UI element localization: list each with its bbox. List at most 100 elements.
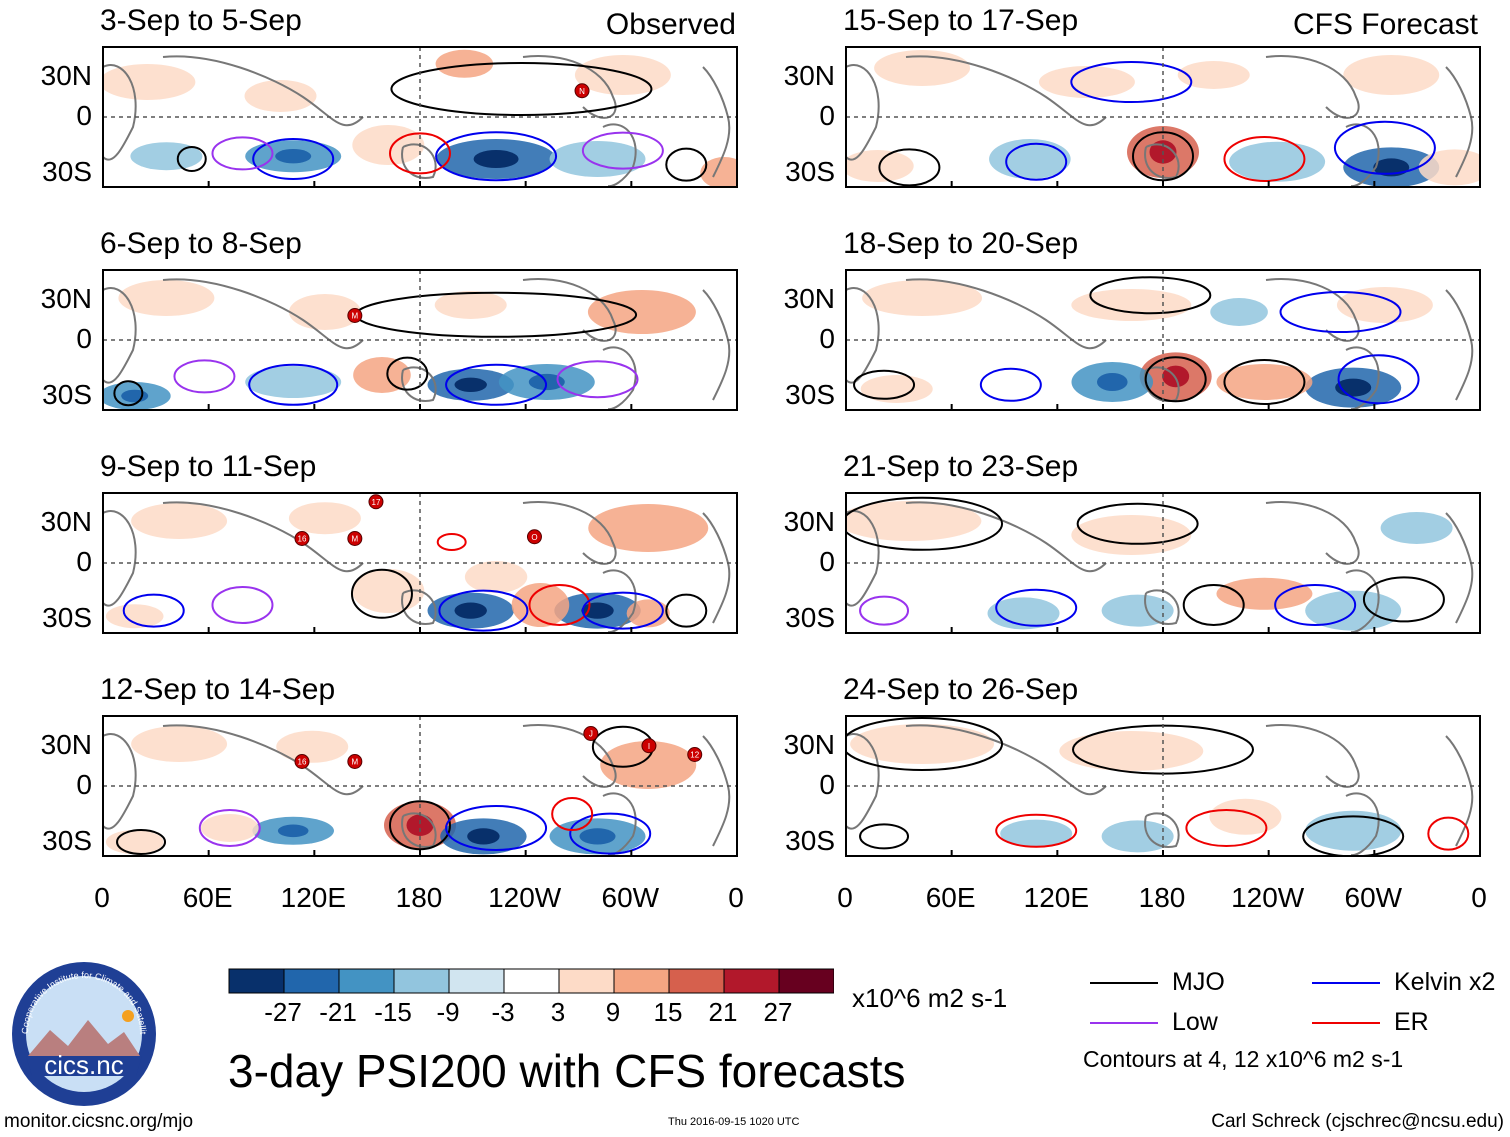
colorbar-segment <box>613 968 670 994</box>
psi-anomaly-shade <box>1343 55 1440 95</box>
coastline <box>905 278 1107 350</box>
lon-tick-label: 0 <box>94 882 110 913</box>
logo-text: cics.nc <box>44 1050 123 1080</box>
contour-line <box>173 359 236 394</box>
coastline <box>905 724 1107 796</box>
colorbar-segment <box>393 968 450 994</box>
psi-anomaly-shade <box>1305 810 1402 851</box>
lat-tick-label: 0 <box>76 769 92 800</box>
contour-line <box>995 588 1078 627</box>
map-panel: N <box>102 46 738 188</box>
psi-anomaly-shade <box>353 357 411 393</box>
lon-tick-label: 180 <box>395 882 443 913</box>
panel-title: 24-Sep to 26-Sep <box>843 673 1079 706</box>
psi-anomaly-shade <box>464 561 528 593</box>
colorbar-tick-label: -3 <box>491 997 515 1027</box>
storm-marker: N <box>574 83 590 99</box>
psi-anomaly-shade <box>276 730 349 763</box>
storm-marker: M <box>347 754 363 769</box>
coastline <box>102 64 137 161</box>
colorbar-tick-label: 3 <box>550 997 566 1027</box>
contour-line <box>1089 276 1212 315</box>
lat-tick-label: 0 <box>76 323 92 354</box>
coastline <box>102 510 137 607</box>
contour-line <box>211 586 274 624</box>
colorbar-segment <box>228 968 285 994</box>
storm-marker: O <box>526 529 542 545</box>
contour-line <box>122 593 185 628</box>
psi-anomaly-shade <box>105 830 164 854</box>
contour-line <box>1070 61 1193 103</box>
contour-line <box>1185 809 1268 847</box>
map-panel: 17 16 M O <box>102 492 738 634</box>
psi-anomaly-shade <box>131 726 228 762</box>
psi-anomaly-core <box>579 828 616 845</box>
map-panel <box>845 46 1481 188</box>
storm-marker: I <box>641 738 657 754</box>
contour-line <box>1337 354 1420 405</box>
panel-title: 6-Sep to 8-Sep <box>100 227 302 260</box>
contour-line <box>528 584 591 626</box>
lat-tick-label: 30N <box>783 283 835 314</box>
psi-anomaly-shade <box>700 157 738 188</box>
lon-tick-label: 0 <box>1471 882 1487 913</box>
psi-anomaly-shade <box>1380 512 1453 544</box>
contour-line <box>581 131 664 170</box>
panel-title: 15-Sep to 17-Sep <box>843 4 1079 37</box>
psi-anomaly-shade <box>1210 298 1268 326</box>
contour-line <box>845 496 1004 551</box>
lat-tick-label: 30S <box>42 156 92 187</box>
lon-tick-label: 60E <box>925 882 976 913</box>
contour-line <box>445 363 548 406</box>
psi-anomaly-shade <box>987 597 1060 630</box>
storm-label: 16 <box>298 535 307 544</box>
contour-line <box>176 146 207 172</box>
contour-line <box>445 805 548 851</box>
coastline <box>845 510 880 607</box>
footer-timestamp: Thu 2016-09-15 1020 UTC <box>668 1116 800 1128</box>
coastline <box>845 733 880 830</box>
coastline <box>1345 569 1380 634</box>
footer-url[interactable]: monitor.cicsnc.org/mjo <box>4 1111 194 1132</box>
psi-anomaly-shade <box>1216 364 1313 400</box>
psi-anomaly-shade <box>860 375 933 403</box>
panel-title: 21-Sep to 23-Sep <box>843 450 1079 483</box>
contour-line <box>845 717 1004 771</box>
storm-marker: 16 <box>294 531 310 546</box>
psi-anomaly-shade <box>201 814 259 842</box>
psi-anomaly-shade <box>1071 289 1192 321</box>
psi-anomaly-core <box>454 602 487 619</box>
psi-anomaly-shade <box>244 80 317 112</box>
coastline <box>401 143 437 179</box>
storm-label: N <box>579 87 585 96</box>
colorbar-segment <box>558 968 615 994</box>
coastline <box>905 55 1107 127</box>
contour-line <box>1144 356 1207 403</box>
contour-line <box>1362 576 1445 623</box>
psi-anomaly-shade <box>850 724 995 764</box>
lat-tick-label: 30S <box>42 602 92 633</box>
coastline <box>905 501 1107 573</box>
legend-line <box>1090 1022 1158 1024</box>
panel-title: 3-Sep to 5-Sep <box>100 4 302 37</box>
psi-anomaly-core <box>275 149 312 164</box>
psi-anomaly-core <box>454 377 487 392</box>
contour-line <box>438 589 529 632</box>
legend-label: MJO <box>1172 968 1225 996</box>
psi-anomaly-shade <box>288 502 361 535</box>
psi-anomaly-core <box>467 828 500 845</box>
legend-line <box>1312 1022 1380 1024</box>
colorbar <box>228 968 834 994</box>
contour-line <box>252 138 335 180</box>
psi-anomaly-core <box>121 389 149 403</box>
contour-line <box>665 147 708 182</box>
storm-marker: M <box>347 531 363 546</box>
psi-anomaly-shade <box>1216 577 1313 610</box>
contour-line <box>551 797 594 831</box>
coastline <box>602 569 637 634</box>
coastline <box>845 64 880 161</box>
lat-tick-label: 30S <box>785 825 835 856</box>
coastline <box>1345 346 1380 411</box>
psi-anomaly-shade <box>587 290 696 334</box>
coastline <box>401 366 437 402</box>
